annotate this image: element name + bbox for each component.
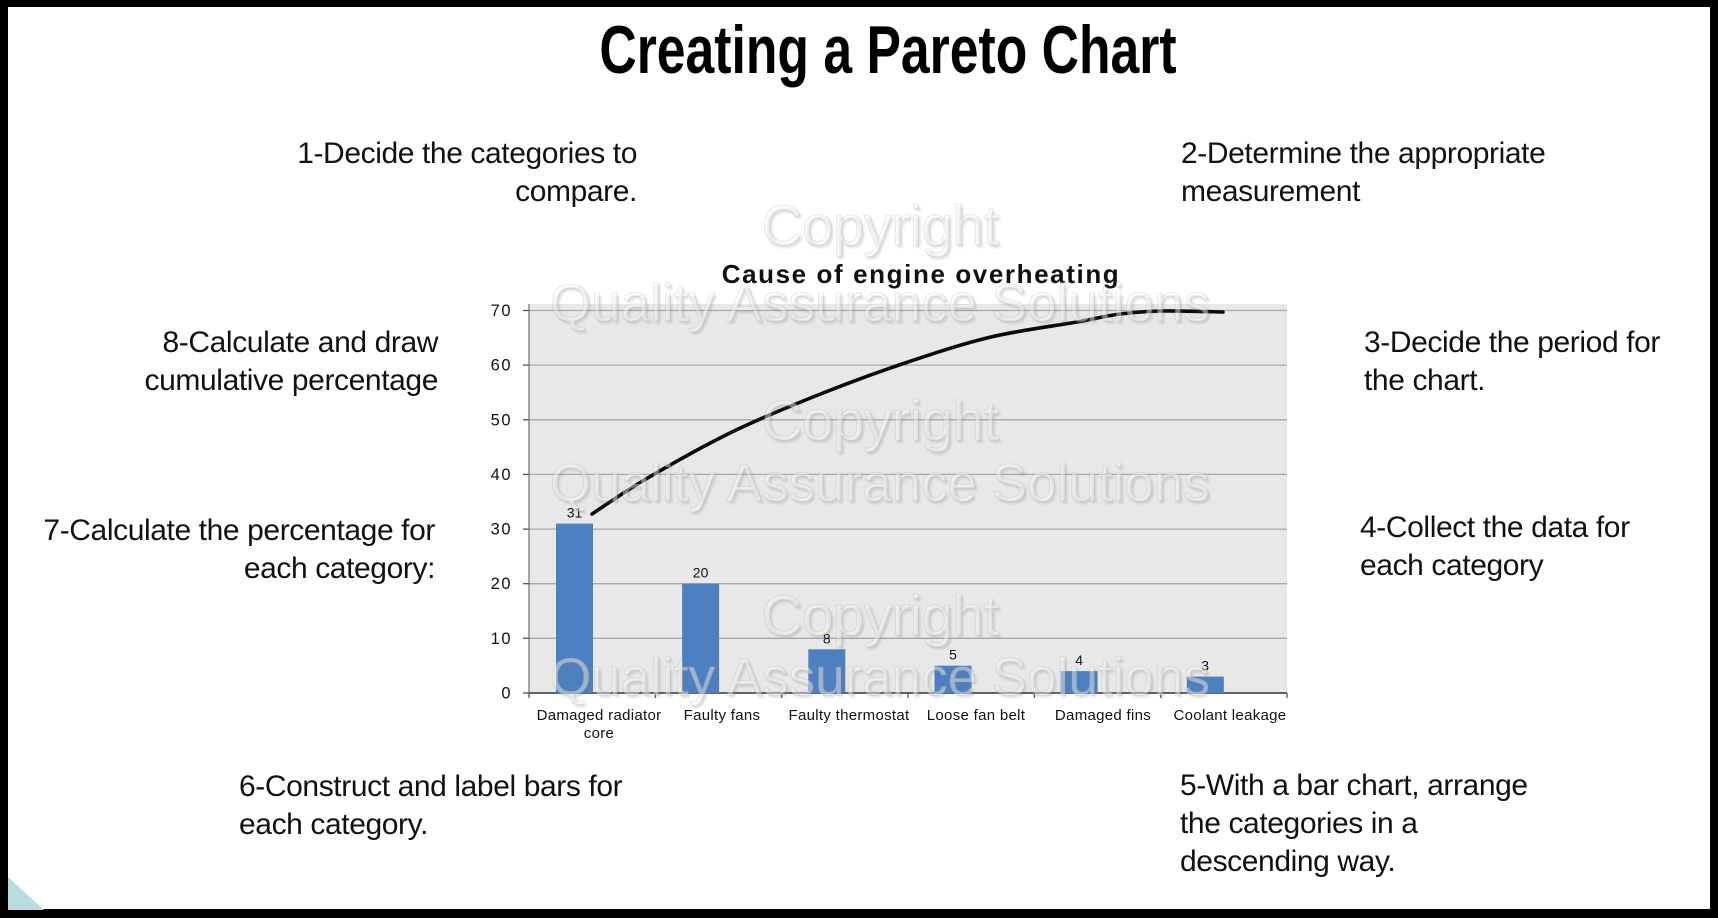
svg-text:5: 5	[949, 647, 957, 663]
svg-text:31: 31	[567, 505, 583, 521]
svg-text:4: 4	[1075, 652, 1083, 668]
svg-text:10: 10	[491, 630, 512, 648]
svg-text:8: 8	[823, 630, 831, 646]
svg-text:core: core	[584, 725, 614, 740]
svg-text:Loose fan belt: Loose fan belt	[927, 707, 1026, 724]
svg-text:40: 40	[491, 466, 512, 484]
svg-text:Cause of engine overheating: Cause of engine overheating	[722, 259, 1121, 289]
svg-text:0: 0	[501, 685, 512, 703]
svg-text:Faulty thermostat: Faulty thermostat	[789, 707, 911, 724]
svg-text:Faulty fans: Faulty fans	[684, 707, 761, 724]
svg-text:50: 50	[491, 411, 512, 429]
svg-text:60: 60	[491, 357, 512, 375]
svg-text:3: 3	[1201, 658, 1209, 674]
svg-text:Damaged fins: Damaged fins	[1055, 707, 1151, 724]
svg-text:20: 20	[693, 565, 709, 581]
svg-text:Coolant leakage: Coolant leakage	[1174, 707, 1287, 724]
svg-text:30: 30	[491, 521, 512, 539]
svg-text:Damaged radiator: Damaged radiator	[537, 707, 662, 724]
svg-text:70: 70	[491, 302, 512, 320]
svg-text:20: 20	[491, 575, 512, 593]
